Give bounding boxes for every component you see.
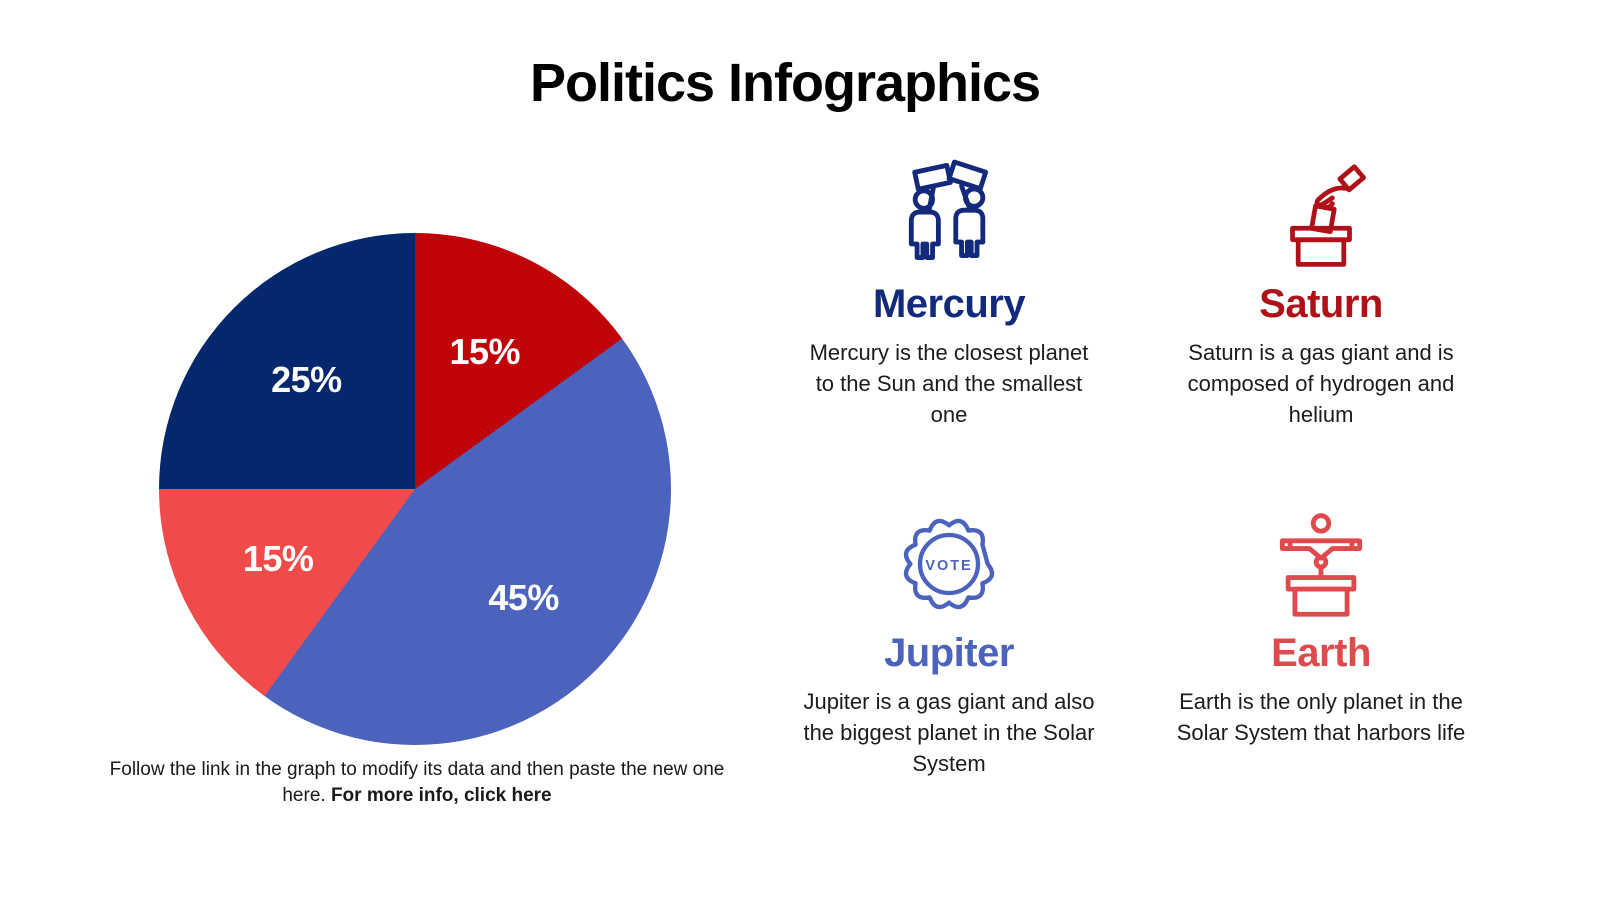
pie-slice-label: 15% bbox=[242, 537, 314, 579]
card-title-mercury: Mercury bbox=[872, 282, 1026, 326]
cards-grid: Mercury Mercury is the closest planet to… bbox=[763, 156, 1507, 780]
pie-chart[interactable]: 15% 45% 15% 25% bbox=[159, 233, 671, 745]
chart-caption: Follow the link in the graph to modify i… bbox=[97, 757, 737, 809]
card-body-saturn: Saturn is a gas giant and is composed of… bbox=[1187, 340, 1455, 428]
caption-link[interactable]: For more info, click here bbox=[330, 785, 552, 807]
card-title-jupiter: Jupiter bbox=[884, 631, 1014, 675]
card-saturn: Saturn Saturn is a gas giant and is comp… bbox=[1135, 156, 1507, 505]
protesters-icon bbox=[888, 156, 1010, 274]
card-earth: Earth Earth is the only planet in the So… bbox=[1135, 505, 1507, 780]
page-title: Politics Infographics bbox=[529, 53, 1041, 113]
pie-slice-label: 15% bbox=[449, 331, 520, 373]
card-title-earth: Earth bbox=[1271, 631, 1371, 675]
podium-speaker-icon bbox=[1262, 505, 1380, 623]
card-body-jupiter: Jupiter is a gas giant and also the bigg… bbox=[803, 689, 1095, 777]
card-jupiter: VOTE Jupiter Jupiter is a gas giant and … bbox=[763, 505, 1135, 780]
card-title-saturn: Saturn bbox=[1259, 282, 1383, 326]
pie-slice-label: 45% bbox=[488, 576, 559, 618]
pie-slice-label: 25% bbox=[271, 359, 342, 401]
vote-badge-text: VOTE bbox=[925, 558, 972, 574]
caption-text: Follow the link in the graph to modify i… bbox=[109, 759, 725, 807]
ballot-box-icon bbox=[1262, 156, 1380, 274]
card-mercury: Mercury Mercury is the closest planet to… bbox=[763, 156, 1135, 505]
vote-badge-icon: VOTE bbox=[891, 505, 1007, 623]
card-body-earth: Earth is the only planet in the Solar Sy… bbox=[1176, 689, 1466, 746]
card-body-mercury: Mercury is the closest planet to the Sun… bbox=[809, 340, 1089, 428]
